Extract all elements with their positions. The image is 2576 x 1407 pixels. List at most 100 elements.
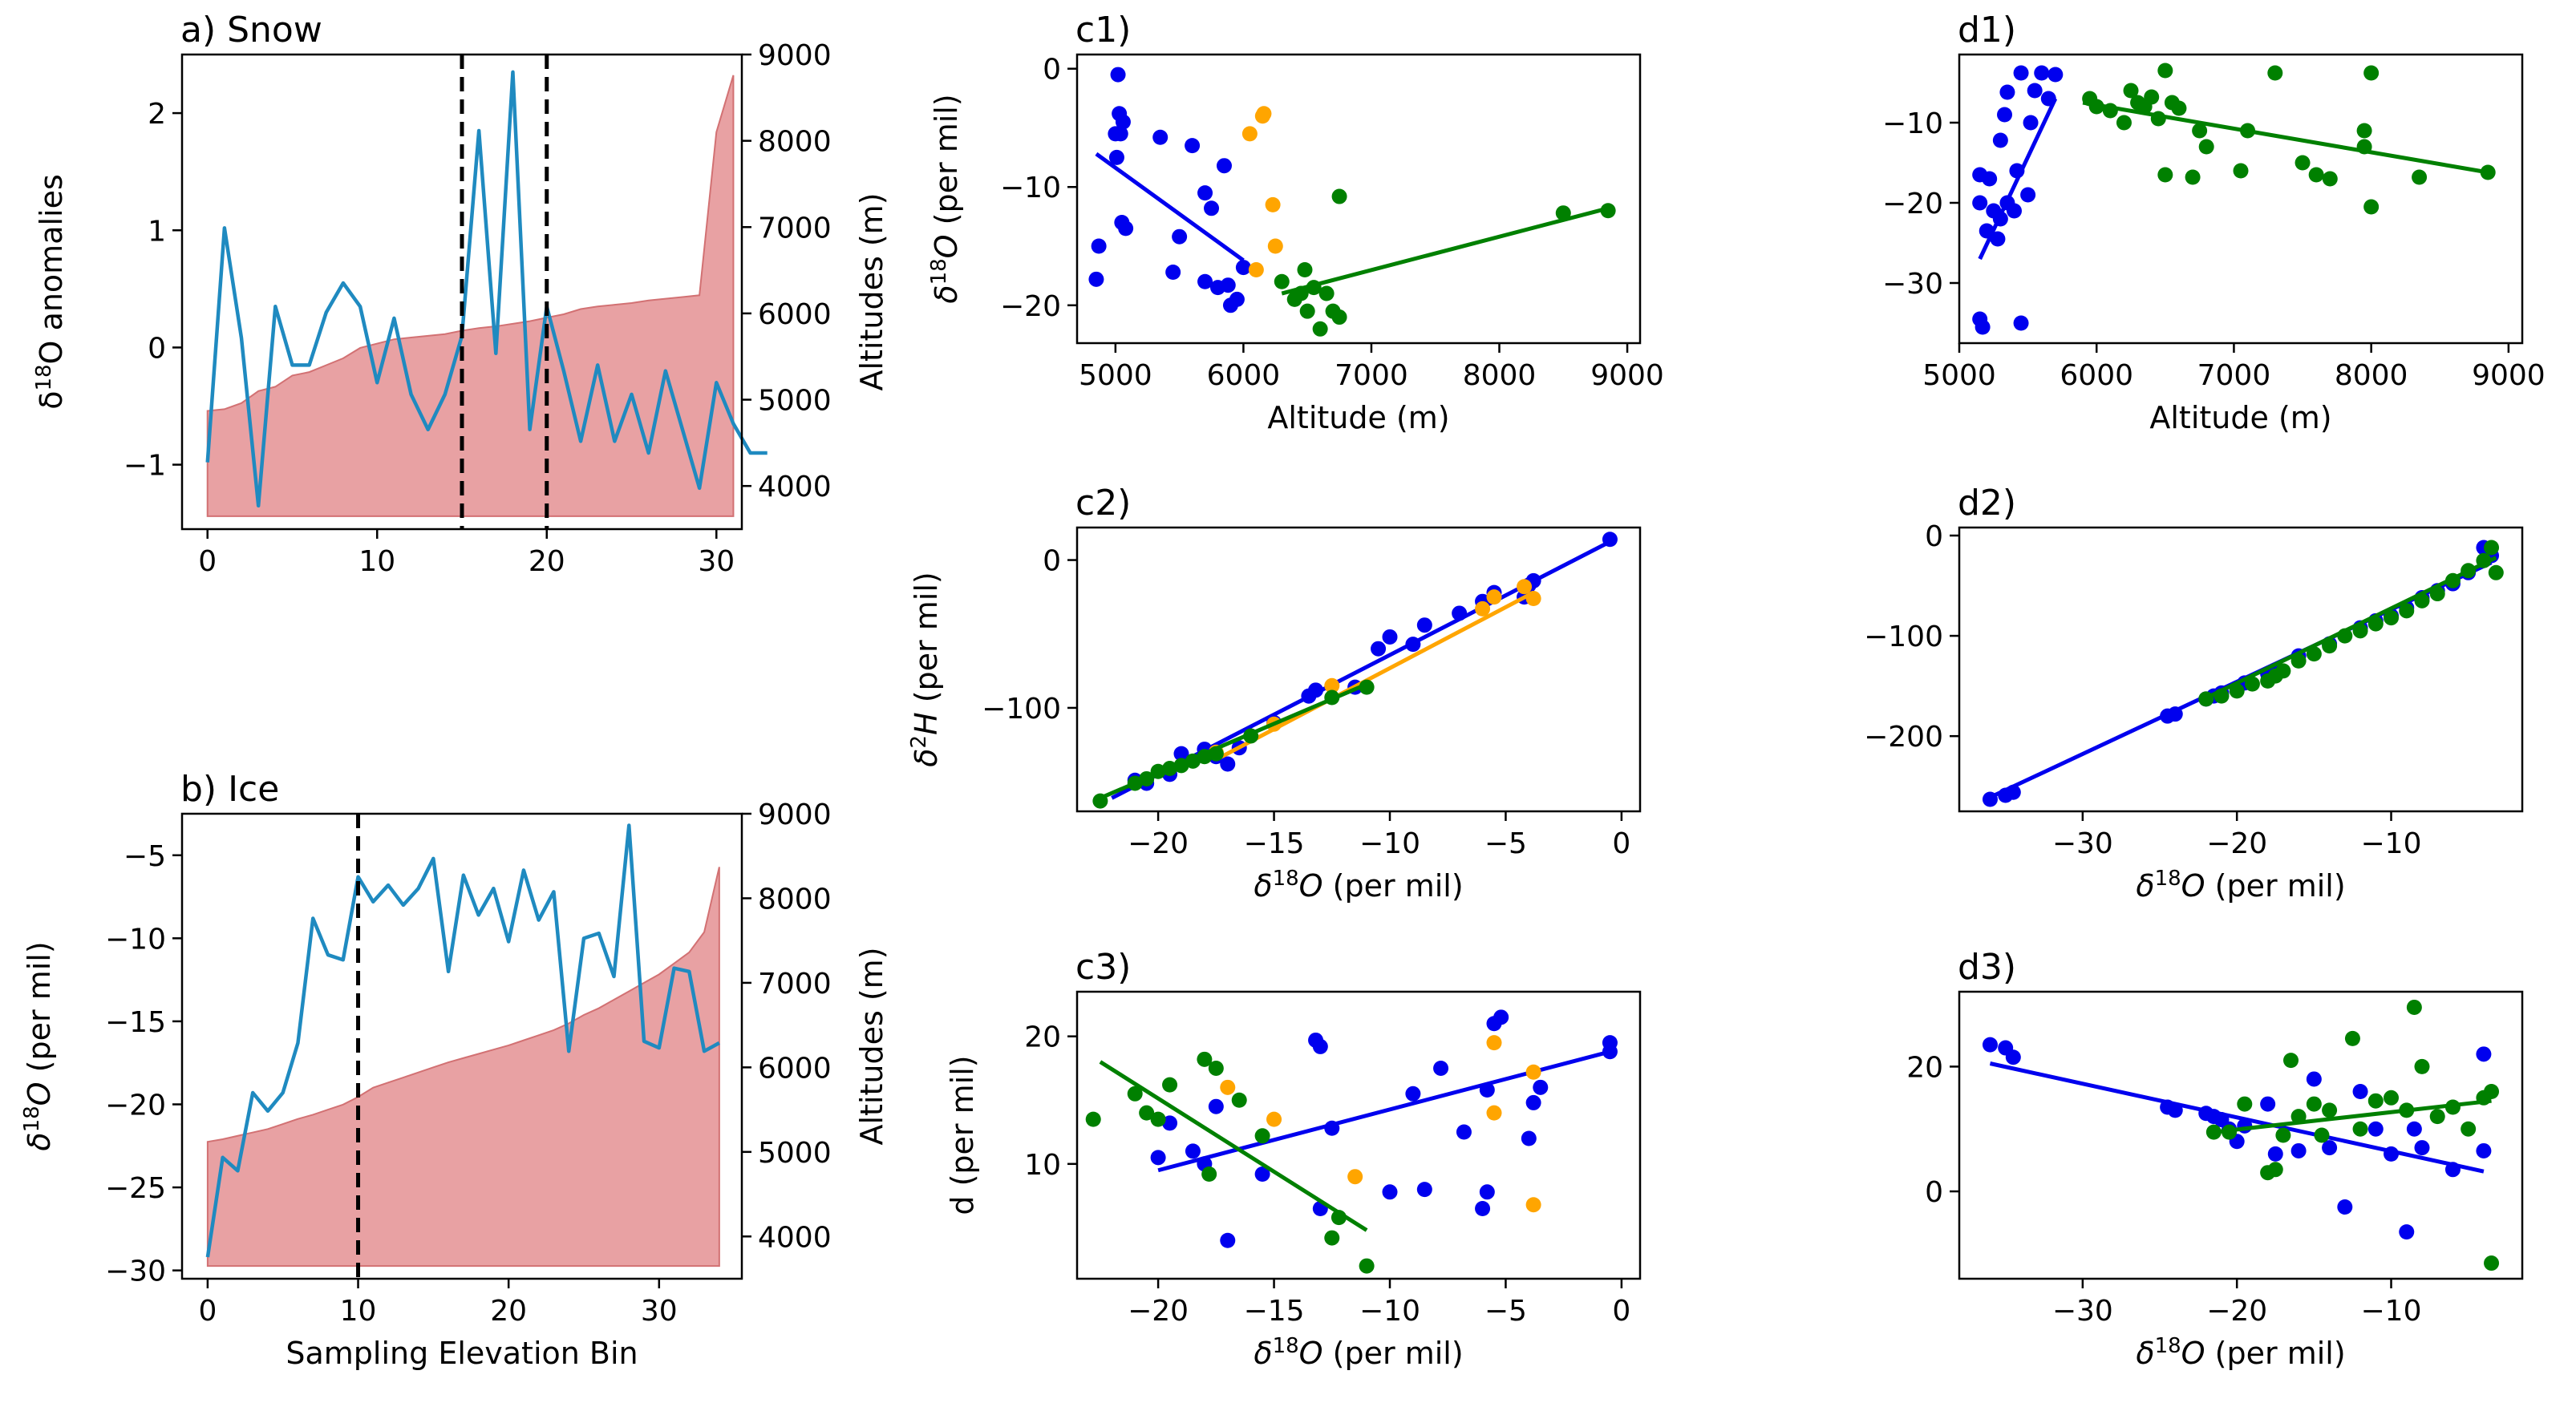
scatter-point	[1241, 126, 1258, 142]
x-tick-label: −10	[1359, 827, 1420, 860]
scatter-point	[1256, 106, 1272, 122]
y2-tick-label: 7000	[758, 212, 832, 245]
scatter-point	[1999, 84, 2015, 100]
y-axis-label: δ18O (per mil)	[927, 94, 964, 303]
y-tick-label: −30	[105, 1255, 166, 1288]
y-tick-label: −25	[105, 1172, 166, 1205]
scatter-point	[1201, 1166, 1217, 1183]
scatter-point	[1267, 238, 1283, 254]
y-tick-label: −30	[1882, 268, 1943, 301]
scatter-point	[2367, 616, 2384, 632]
y-tick-label: 0	[1925, 520, 1943, 553]
scatter-point	[1486, 589, 1502, 605]
scatter-point	[1165, 264, 1181, 280]
scatter-point	[1220, 277, 1236, 293]
y-axis-label: δ18O (per mil)	[20, 941, 57, 1150]
scatter-point	[2414, 1058, 2430, 1074]
scatter-point	[1185, 1143, 1201, 1159]
y-tick-label: −10	[1882, 107, 1943, 140]
scatter-point	[1972, 195, 1988, 211]
scatter-point	[1088, 271, 1104, 287]
scatter-point	[1521, 1130, 1537, 1146]
y-tick-label: −20	[1000, 290, 1061, 323]
axes-frame	[1075, 526, 1642, 813]
scatter-point	[2308, 167, 2324, 183]
scatter-point	[1204, 200, 1220, 216]
x-axis-label: δ18O (per mil)	[1254, 1334, 1463, 1371]
scatter-point	[1347, 1169, 1363, 1185]
series-green	[1092, 679, 1375, 809]
scatter-point	[1533, 1079, 1549, 1095]
scatter-point	[2306, 646, 2322, 662]
x-tick-label: 0	[1612, 827, 1630, 860]
scatter-point	[2229, 683, 2245, 699]
scatter-point	[2322, 171, 2338, 187]
scatter-point	[2290, 1142, 2307, 1158]
x-axis-label: Altitude (m)	[1267, 400, 1449, 435]
scatter-point	[1197, 1051, 1213, 1067]
scatter-point	[1091, 238, 1107, 254]
panel-title: a) Snow	[180, 10, 322, 51]
x-tick-label: 5000	[1922, 359, 1996, 392]
panel-title: d3)	[1958, 947, 2016, 988]
x-tick-label: 0	[1612, 1295, 1630, 1328]
scatter-point	[2484, 540, 2500, 556]
scatter-point	[1382, 629, 1398, 645]
scatter-point	[1990, 231, 2006, 247]
x-axis-label: Sampling Elevation Bin	[286, 1336, 638, 1371]
panel-title: c3)	[1075, 947, 1131, 988]
panel-c3: c3) −20 −15 −10 −5 0 10 20 δ18O (per mil) d (per …	[945, 947, 1642, 1371]
scatter-point	[1312, 321, 1328, 337]
scatter-point	[2367, 1093, 2384, 1109]
scatter-point	[2384, 610, 2400, 626]
scatter-point	[2337, 1199, 2353, 1215]
scatter-point	[2171, 100, 2187, 116]
series-green	[2198, 540, 2504, 707]
scatter-point	[1493, 1009, 1509, 1025]
x-tick-label: −10	[2361, 1295, 2422, 1328]
panel-c2: c2) −20 −15 −10 −5 0 −100 0 δ18O (per mil) δ2H (p…	[907, 483, 1642, 904]
scatter-point	[2488, 564, 2504, 580]
y-axis-label: d (per mil)	[945, 1055, 980, 1215]
scatter-point	[2399, 1224, 2415, 1240]
scatter-point	[2034, 65, 2050, 81]
scatter-point	[1266, 1111, 1282, 1127]
fit-line	[1099, 682, 1368, 800]
series-blue	[1982, 1037, 2492, 1240]
scatter-point	[2399, 603, 2415, 619]
scatter-point	[1197, 273, 1213, 289]
scatter-point	[1331, 188, 1347, 204]
y2-tick-label: 5000	[758, 385, 832, 418]
fit-line	[1978, 97, 2058, 261]
scatter-point	[2198, 139, 2214, 155]
scatter-point	[1456, 1124, 1472, 1140]
panel-d2: d2) −30 −20 −10 −200 −100 0 δ18O (per mil)	[1864, 483, 2524, 904]
x-tick-label: −5	[1484, 1295, 1527, 1328]
scatter-point	[1085, 1111, 1101, 1127]
y2-tick-label: 4000	[758, 471, 832, 503]
x-axis-label: δ18O (per mil)	[2136, 1334, 2345, 1371]
scatter-point	[1982, 1037, 1998, 1053]
scatter-point	[1359, 1258, 1375, 1274]
axes-frame	[1958, 53, 2524, 345]
x-tick-label: 5000	[1079, 359, 1152, 392]
scatter-point	[2363, 199, 2380, 215]
scatter-point	[2013, 65, 2029, 81]
x-tick-label: −20	[2206, 827, 2267, 860]
scatter-point	[2344, 1030, 2360, 1046]
x-tick-label: 0	[198, 1295, 217, 1328]
scatter-point	[1479, 1184, 1495, 1200]
scatter-point	[1254, 1128, 1270, 1144]
scatter-point	[1312, 1038, 1328, 1054]
panel-c1: c1) 5000 6000 7000 8000 9000 −20 −10 0 Altitude (…	[927, 10, 1664, 435]
y-tick-label: 0	[1043, 545, 1061, 578]
scatter-point	[1152, 129, 1169, 145]
scatter-point	[1359, 679, 1375, 695]
x-tick-label: 7000	[2197, 359, 2271, 392]
axes-frame	[1958, 990, 2524, 1280]
x-tick-label: −15	[1244, 827, 1305, 860]
y-tick-label: −15	[105, 1006, 166, 1039]
scatter-point	[1248, 262, 1264, 278]
x-tick-label: −20	[1128, 1295, 1189, 1328]
fit-line	[1215, 590, 1535, 762]
